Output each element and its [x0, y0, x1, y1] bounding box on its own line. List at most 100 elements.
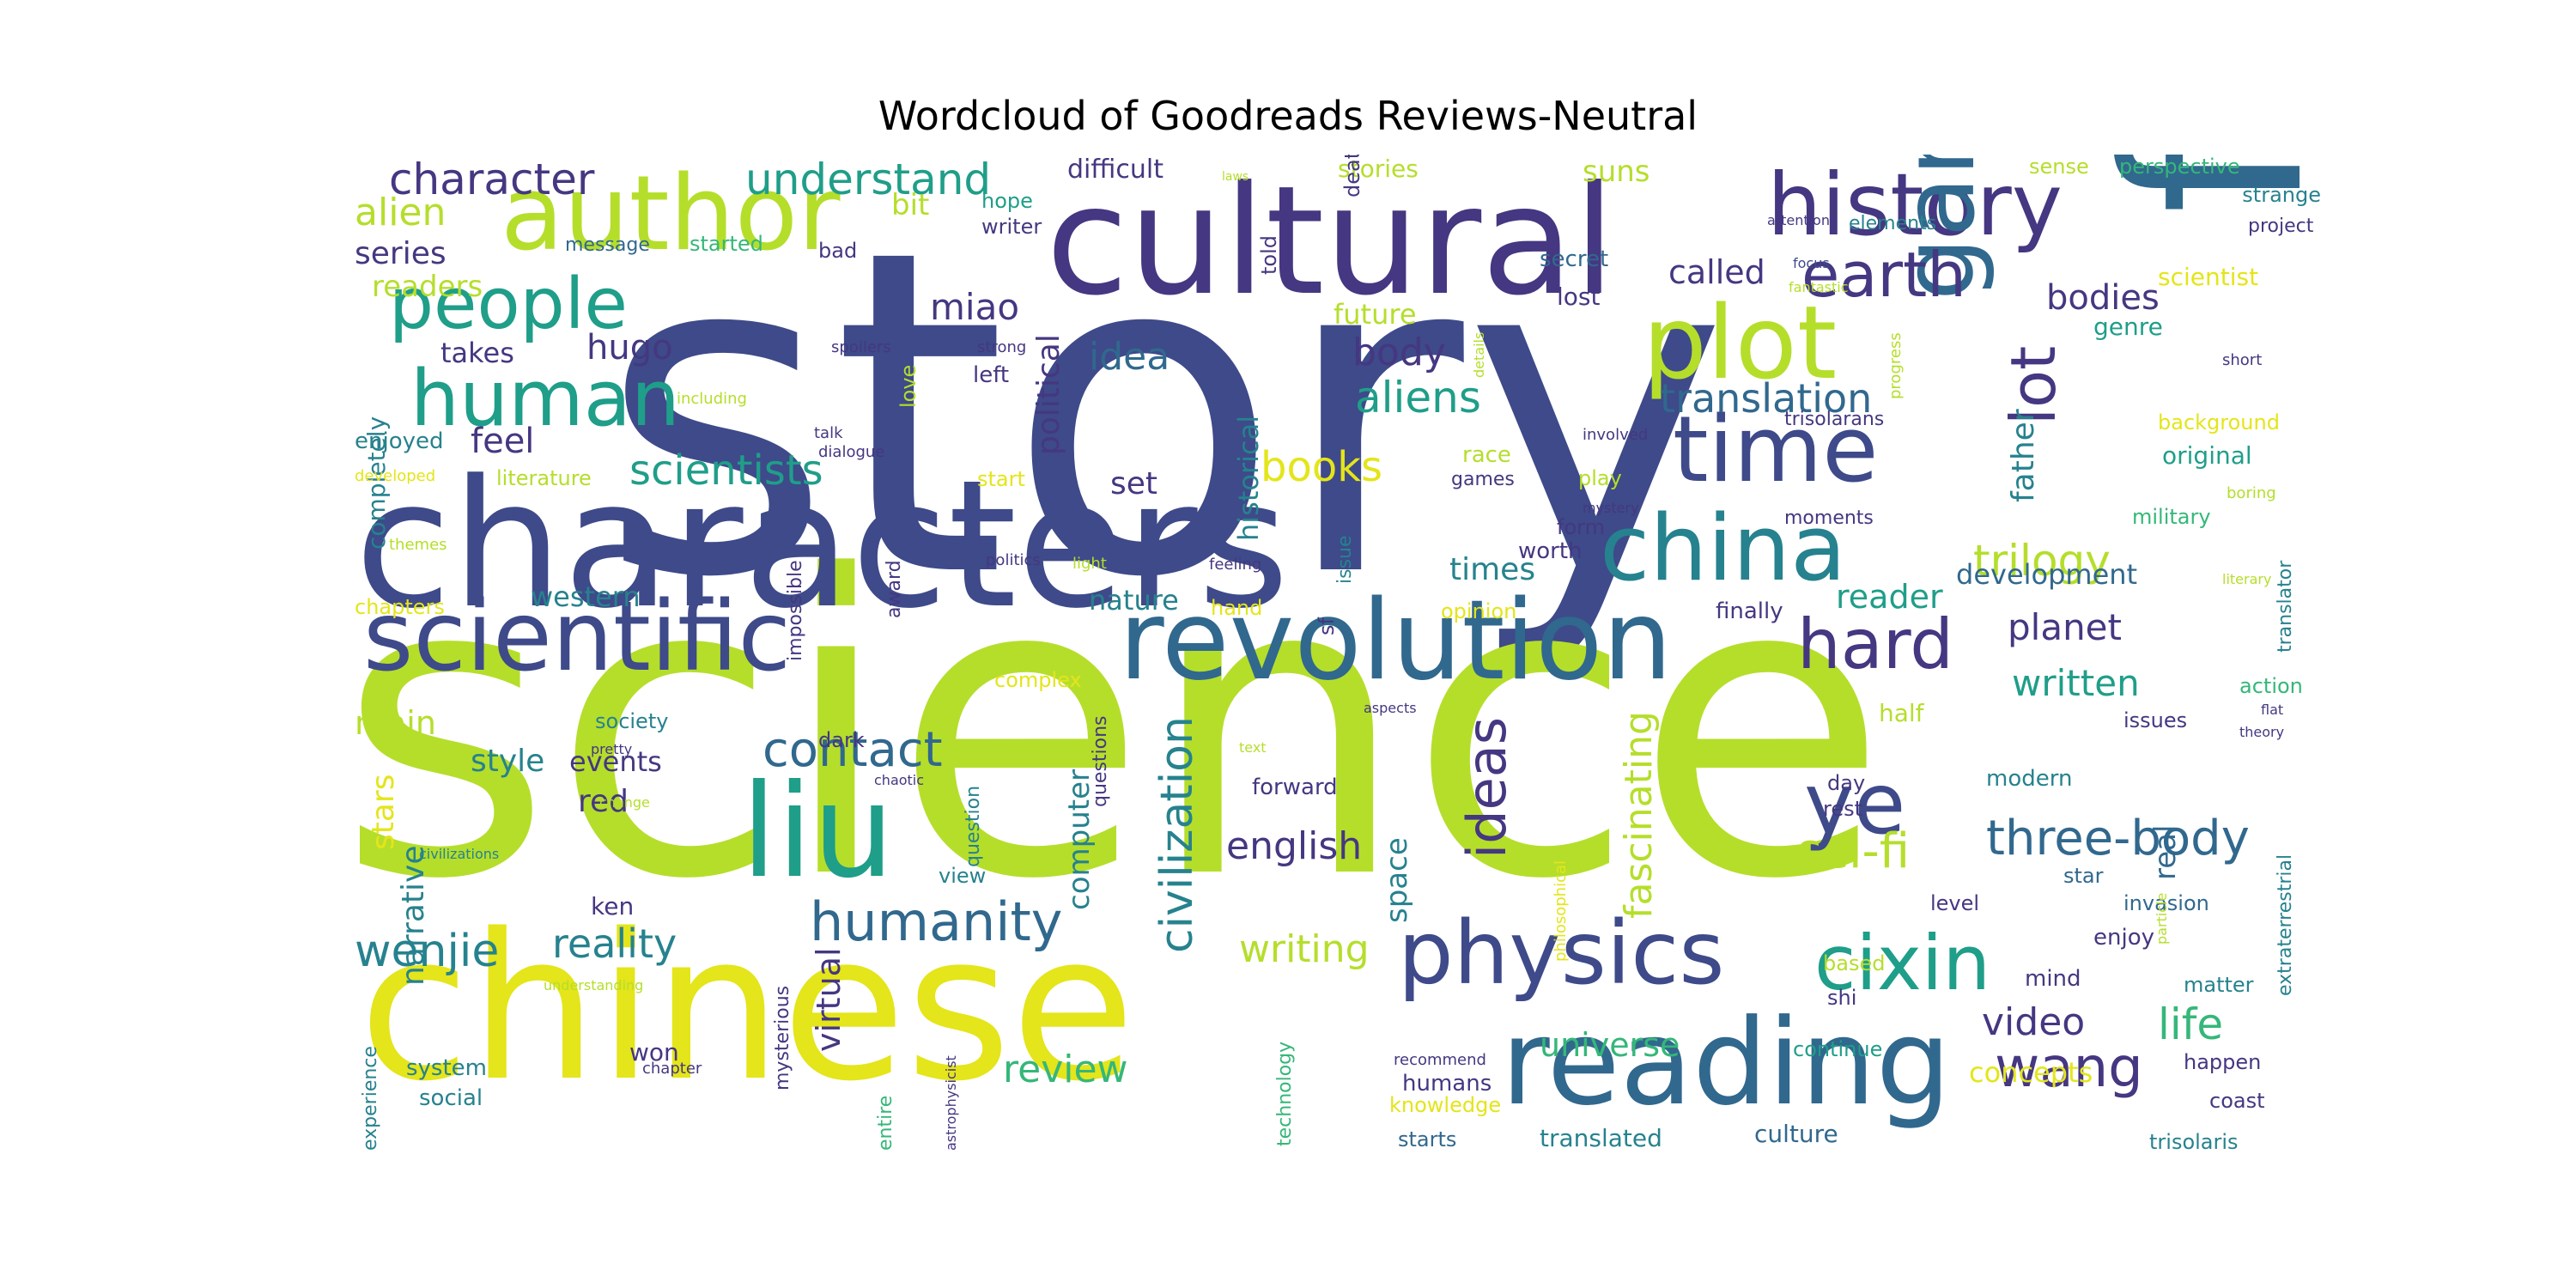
word-game: game: [1881, 155, 1997, 301]
word-cultural: cultural: [1046, 155, 1615, 329]
word-won: won: [629, 1038, 679, 1066]
word-developed: developed: [355, 467, 435, 485]
word-strong: strong: [977, 338, 1026, 356]
word-focus: focus: [1793, 255, 1830, 271]
word-issue: issue: [1334, 535, 1356, 584]
word-times: times: [1449, 552, 1535, 587]
word-human: human: [410, 354, 680, 444]
word-planet: planet: [2008, 606, 2122, 648]
word-shi: shi: [1827, 986, 1856, 1010]
word-readers: readers: [372, 270, 483, 304]
word-mystery: mystery: [1583, 500, 1639, 516]
word-stars: stars: [366, 775, 401, 851]
word-entire: entire: [875, 1096, 896, 1151]
word-reading: reading: [1501, 993, 1951, 1132]
word-chaotic: chaotic: [874, 772, 924, 788]
word-translation: translation: [1660, 375, 1872, 422]
word-perspective: perspective: [2119, 155, 2240, 179]
word-life: life: [2158, 999, 2223, 1049]
word-three-body: three-body: [1986, 811, 2250, 866]
word-text: text: [1239, 739, 1267, 756]
word-coast: coast: [2209, 1089, 2265, 1113]
word-literature: literature: [496, 466, 592, 490]
word-translated: translated: [1540, 1124, 1662, 1152]
word-strange: strange: [2242, 183, 2321, 207]
word-author: author: [501, 155, 841, 274]
word-nature: nature: [1089, 584, 1179, 617]
word-action: action: [2239, 674, 2303, 698]
word-culture: culture: [1754, 1120, 1838, 1148]
word-literary: literary: [2222, 571, 2271, 587]
word-plot: plot: [1643, 283, 1837, 402]
word-background: background: [2158, 410, 2280, 434]
word-father: father: [2006, 409, 2041, 502]
word-western: western: [531, 580, 641, 613]
word-historical: historical: [1232, 416, 1265, 541]
word-revolution: revolution: [1119, 577, 1673, 705]
word-lot: lot: [1997, 346, 2069, 425]
word-feeling: feeling: [1209, 556, 1261, 574]
word-fascinating: fascinating: [1617, 711, 1661, 919]
word-humans: humans: [1402, 1071, 1492, 1097]
word-style: style: [471, 744, 544, 779]
word-physics: physics: [1398, 902, 1724, 1005]
word-rest: rest: [1823, 797, 1862, 821]
word-scientist: scientist: [2158, 263, 2258, 291]
word-miao: miao: [930, 286, 1019, 328]
word-civilizations: civilizations: [419, 846, 499, 862]
word-happen: happen: [2184, 1050, 2261, 1074]
word-writer: writer: [981, 215, 1042, 239]
word-aspects: aspects: [1364, 700, 1417, 716]
word-astrophysicist: astrophysicist: [943, 1055, 959, 1151]
word-series: series: [355, 236, 447, 271]
word-reader: reader: [1836, 578, 1943, 616]
word-forward: forward: [1252, 775, 1338, 800]
word-impossible: impossible: [785, 560, 806, 661]
word-society: society: [595, 709, 668, 733]
word-video: video: [1982, 1000, 2085, 1044]
word-opinion: opinion: [1441, 599, 1516, 623]
word-enjoy: enjoy: [2093, 925, 2154, 951]
word-computer: computer: [1062, 769, 1097, 910]
word-chinese: chinese: [359, 891, 1135, 1126]
word-chapters: chapters: [355, 595, 445, 619]
word-change: change: [599, 794, 650, 811]
word-fiction: fiction: [2073, 155, 2321, 215]
word-wang: wang: [1995, 1036, 2143, 1100]
word-story: story: [599, 155, 1728, 675]
word-complex: complex: [994, 668, 1082, 692]
word-writing: writing: [1239, 927, 1370, 971]
word-play: play: [1578, 466, 1622, 490]
word-hard: hard: [1797, 605, 1953, 684]
word-translator: translator: [2275, 560, 2296, 653]
word-liu: liu: [741, 757, 894, 907]
word-body: body: [1352, 331, 1446, 374]
word-trisolaris: trisolaris: [2149, 1130, 2239, 1154]
word-trilogy: trilogy: [1973, 536, 2111, 586]
word-genre: genre: [2093, 313, 2163, 341]
word-character: character: [389, 155, 595, 204]
word-question: question: [963, 786, 984, 867]
word-pretty: pretty: [591, 741, 632, 757]
word-light: light: [1072, 555, 1107, 573]
word-feel: feel: [471, 422, 534, 461]
word-themes: themes: [389, 536, 447, 554]
word-told: told: [1257, 235, 1281, 275]
word-scientific: scientific: [363, 581, 791, 693]
word-mysterious: mysterious: [772, 986, 793, 1091]
word-questions: questions: [1090, 715, 1111, 807]
word-politics: politics: [986, 551, 1041, 569]
word-half: half: [1879, 699, 1925, 727]
word-sci-fi: sci-fi: [1797, 823, 1910, 879]
word-lost: lost: [1557, 283, 1600, 311]
word-universe: universe: [1540, 1026, 1680, 1064]
word-review: review: [1003, 1048, 1128, 1091]
word-wenjie: wenjie: [355, 926, 499, 977]
word-modern: modern: [1986, 766, 2072, 792]
word-concepts: concepts: [1969, 1056, 2093, 1089]
word-takes: takes: [440, 337, 514, 369]
word-elements: elements: [1849, 213, 1936, 234]
word-social: social: [419, 1085, 483, 1111]
word-view: view: [939, 864, 986, 888]
word-experience: experience: [360, 1046, 381, 1151]
